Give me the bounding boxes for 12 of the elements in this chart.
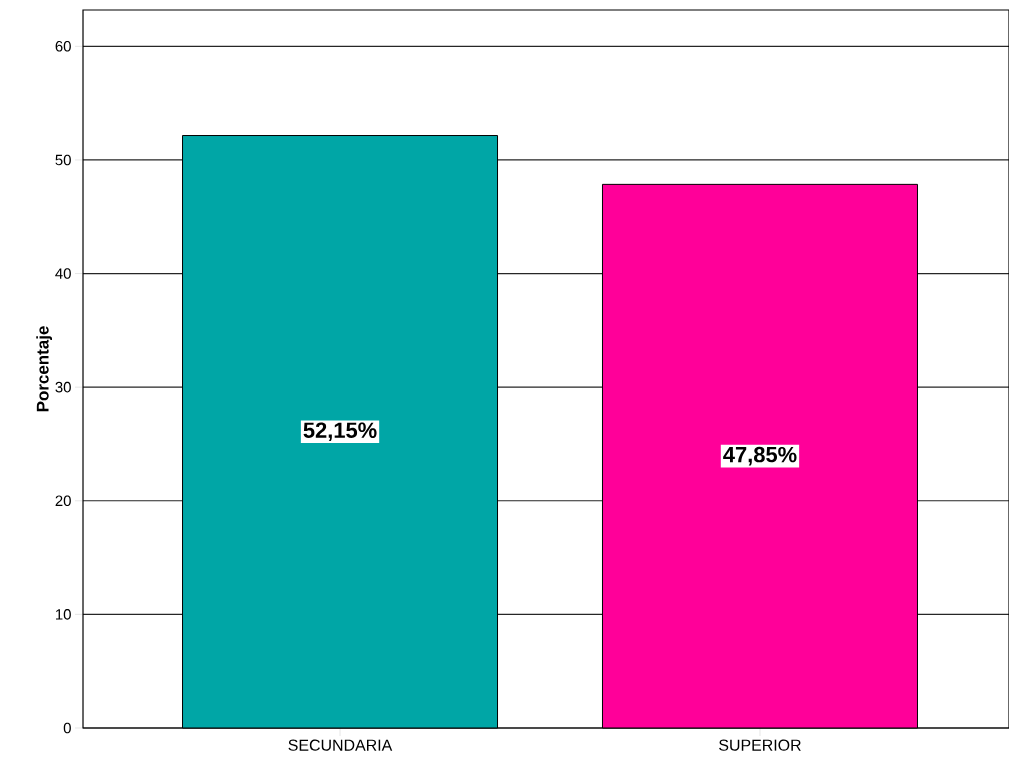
- y-tick-label: 20: [55, 495, 71, 507]
- data-label: 52,15%: [303, 422, 377, 442]
- x-tick-label: SUPERIOR: [719, 739, 801, 751]
- y-tick-label: 10: [56, 609, 71, 620]
- y-tick-label: 40: [55, 268, 71, 279]
- x-tick-label: SECUNDARIA: [288, 739, 393, 751]
- y-tick-label: 0: [63, 722, 71, 734]
- data-label: 47,85%: [723, 446, 797, 466]
- y-tick-label: 60: [55, 41, 71, 52]
- y-tick-label: 50: [55, 154, 71, 166]
- y-tick-label: 30: [55, 381, 71, 393]
- y-axis-title: Porcentaje: [36, 326, 53, 412]
